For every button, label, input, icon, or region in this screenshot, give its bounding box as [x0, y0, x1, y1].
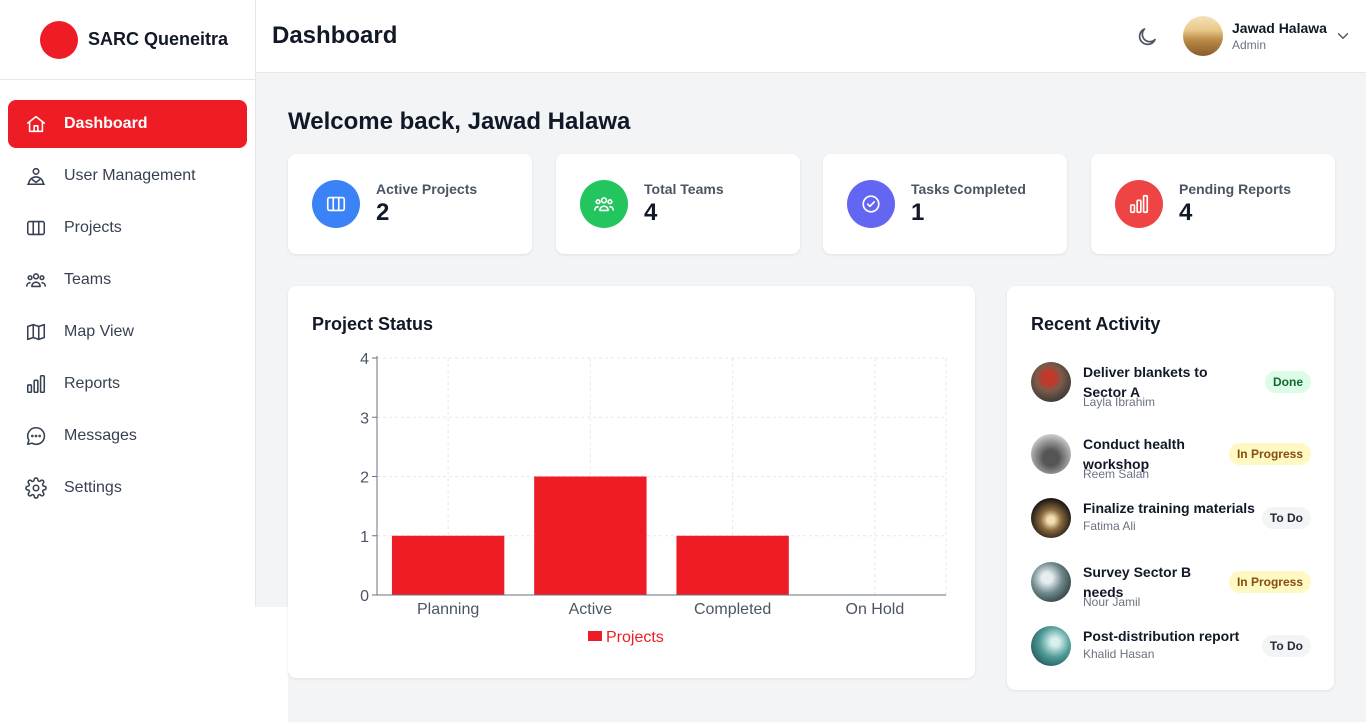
y-tick-label: 2: [360, 470, 369, 487]
stat-card-pending-reports[interactable]: Pending Reports 4: [1091, 154, 1335, 254]
stat-value: 4: [644, 199, 658, 226]
status-badge: To Do: [1261, 507, 1311, 529]
bar-chart-icon: [1115, 180, 1163, 228]
activity-title: Conduct health workshop: [1083, 436, 1185, 472]
stat-value: 2: [376, 199, 390, 226]
user-role: Admin: [1232, 38, 1267, 52]
y-tick-label: 1: [360, 529, 369, 546]
stat-label: Tasks Completed: [911, 181, 1026, 197]
y-tick-label: 4: [360, 351, 369, 368]
status-badge: In Progress: [1228, 443, 1311, 465]
user-menu[interactable]: Jawad Halawa Admin: [1183, 16, 1327, 56]
activity-thumbnail: [1031, 626, 1071, 666]
check-circle-icon: [847, 180, 895, 228]
stat-label: Total Teams: [644, 181, 724, 197]
y-tick-label: 0: [360, 588, 369, 605]
sidebar-item-map-view[interactable]: Map View: [8, 308, 247, 356]
status-badge: To Do: [1261, 635, 1311, 657]
map-icon: [24, 320, 48, 344]
footer-blank: [0, 607, 288, 722]
activity-thumbnail: [1031, 434, 1071, 474]
x-tick-label: Active: [569, 601, 613, 618]
activity-user: Khalid Hasan: [1083, 647, 1155, 661]
sidebar-item-label: Teams: [64, 271, 112, 288]
stat-value: 4: [1179, 199, 1193, 226]
stat-card-tasks-completed[interactable]: Tasks Completed 1: [823, 154, 1067, 254]
panel-title: Recent Activity: [1031, 314, 1161, 334]
sidebar-item-messages[interactable]: Messages: [8, 412, 247, 460]
page-title: Dashboard: [272, 22, 398, 49]
stat-value: 1: [911, 199, 925, 226]
activity-thumbnail: [1031, 562, 1071, 602]
bar-planning: [391, 535, 505, 595]
top-header: Dashboard Jawad Halawa Admin: [256, 0, 1366, 73]
stat-card-total-teams[interactable]: Total Teams 4: [556, 154, 800, 254]
sidebar-item-settings[interactable]: Settings: [8, 464, 247, 512]
activity-user: Layla Ibrahim: [1083, 395, 1156, 409]
y-tick-label: 3: [360, 410, 369, 427]
legend-swatch: [588, 631, 602, 641]
chat-icon: [24, 424, 48, 448]
sidebar-item-label: Projects: [64, 219, 122, 236]
brand[interactable]: SARC Queneitra: [0, 0, 255, 80]
avatar: [1183, 16, 1223, 56]
sidebar-nav: Dashboard User Management Projects Teams…: [0, 80, 255, 512]
sidebar-item-label: Settings: [64, 479, 122, 496]
activity-user: Fatima Ali: [1083, 519, 1136, 533]
x-tick-label: Planning: [417, 601, 479, 618]
user-management-icon: [24, 164, 48, 188]
bar-active: [534, 476, 647, 595]
project-status-panel: Project Status 0 1 2 3 4 Planning Active Comple…: [288, 286, 975, 678]
activity-thumbnail: [1031, 362, 1071, 402]
sidebar-item-user-management[interactable]: User Management: [8, 152, 247, 200]
welcome-heading: Welcome back, Jawad Halawa: [288, 108, 631, 135]
panel-title: Project Status: [312, 314, 434, 334]
dark-mode-toggle[interactable]: [1134, 24, 1160, 50]
sidebar-item-label: Reports: [64, 375, 121, 392]
gear-icon: [24, 476, 48, 500]
brand-logo: [40, 20, 78, 59]
stat-card-active-projects[interactable]: Active Projects 2: [288, 154, 532, 254]
activity-user: Reem Salah: [1083, 467, 1150, 481]
activity-title: Deliver blankets to Sector A: [1083, 364, 1208, 400]
activity-title: Survey Sector B needs: [1083, 564, 1192, 600]
sidebar-item-label: Messages: [64, 427, 137, 444]
stat-label: Active Projects: [376, 181, 478, 197]
activity-title: Post-distribution report: [1083, 628, 1240, 644]
recent-activity-panel: Recent Activity Deliver blankets to Sect…: [1007, 286, 1334, 690]
stat-label: Pending Reports: [1179, 181, 1292, 197]
project-status-chart: 0 1 2 3 4 Planning Active Completed On Hold Proje…: [360, 351, 947, 646]
chevron-down-icon[interactable]: [1334, 27, 1352, 45]
brand-name: SARC Queneitra: [88, 29, 229, 49]
activity-thumbnail: [1031, 498, 1071, 538]
sidebar-item-projects[interactable]: Projects: [8, 204, 247, 252]
columns-icon: [24, 216, 48, 240]
status-badge: Done: [1265, 371, 1311, 393]
users-icon: [580, 180, 628, 228]
x-tick-label: On Hold: [846, 601, 905, 618]
legend-label: Projects: [606, 629, 664, 646]
home-icon: [24, 112, 48, 136]
sidebar: SARC Queneitra Dashboard User Management…: [0, 0, 256, 607]
moon-icon: [1138, 28, 1156, 46]
sidebar-item-label: Dashboard: [64, 115, 148, 132]
user-name: Jawad Halawa: [1232, 20, 1327, 36]
sidebar-item-reports[interactable]: Reports: [8, 360, 247, 408]
columns-icon: [312, 180, 360, 228]
bar-chart-icon: [24, 372, 48, 396]
sidebar-item-label: User Management: [64, 167, 196, 184]
bar-completed: [676, 535, 789, 595]
sidebar-item-teams[interactable]: Teams: [8, 256, 247, 304]
status-badge: In Progress: [1228, 571, 1311, 593]
users-icon: [24, 268, 48, 292]
activity-title: Finalize training materials: [1083, 500, 1255, 516]
x-tick-label: Completed: [694, 601, 771, 618]
activity-user: Nour Jamil: [1083, 595, 1141, 609]
sidebar-item-label: Map View: [64, 323, 134, 340]
sidebar-item-dashboard[interactable]: Dashboard: [8, 100, 247, 148]
